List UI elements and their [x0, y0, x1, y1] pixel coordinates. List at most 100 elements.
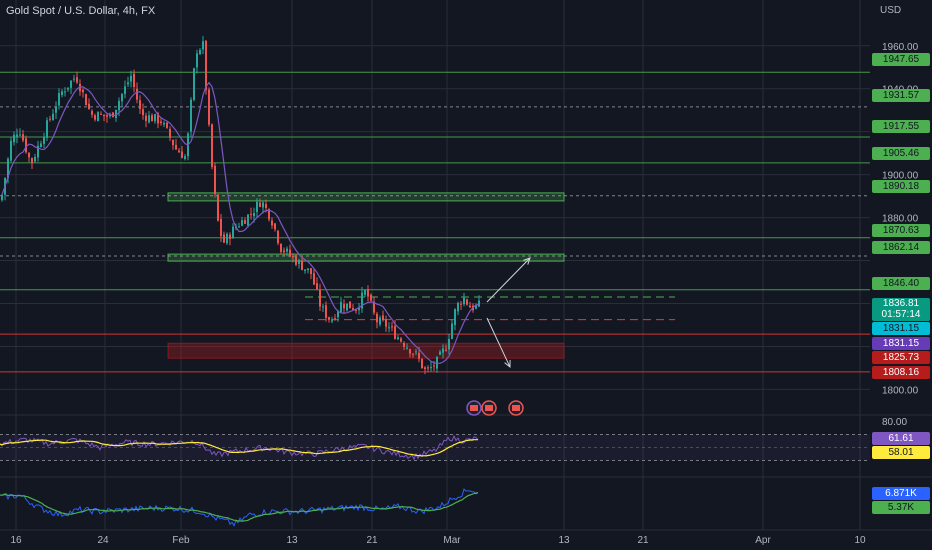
- candle-body: [259, 202, 261, 207]
- current-price-tag: 1836.81 01:57:14: [872, 298, 930, 321]
- candle-body: [364, 290, 366, 295]
- candle-body: [355, 309, 357, 311]
- time-tick-label: Mar: [443, 535, 461, 546]
- bar-countdown: 01:57:14: [881, 309, 921, 320]
- candle-body: [217, 194, 219, 221]
- osc-value-tag: 6.871K: [872, 487, 930, 500]
- candle-body: [157, 113, 159, 124]
- rsi-value-tag: 61.61: [872, 432, 930, 445]
- bearish-arrow: [486, 317, 511, 368]
- candle-body: [445, 349, 447, 351]
- candle-body: [169, 128, 171, 138]
- candle-body: [97, 112, 99, 122]
- candle-body: [76, 77, 78, 83]
- osc-line: [0, 488, 479, 527]
- symbol-title[interactable]: Gold Spot / U.S. Dollar, 4h, FX: [6, 5, 156, 17]
- candle-body: [292, 256, 294, 258]
- candle-body: [220, 218, 222, 237]
- candle-body: [421, 358, 423, 369]
- currency-label[interactable]: USD: [880, 5, 902, 16]
- candle-body: [130, 75, 132, 82]
- candle-body: [376, 313, 378, 323]
- candle-body: [193, 68, 195, 100]
- candle-body: [451, 323, 453, 339]
- candle-body: [13, 134, 15, 143]
- candle-body: [172, 139, 174, 146]
- candle-body: [256, 201, 258, 212]
- candle-body: [373, 301, 375, 313]
- rsi-panel: [0, 434, 870, 461]
- time-tick-label: Apr: [755, 535, 771, 546]
- price-tick-label: 1900.00: [882, 171, 919, 182]
- candle-body: [208, 89, 210, 125]
- candle-body: [247, 214, 249, 226]
- candle-body: [34, 156, 36, 162]
- candle-body: [163, 122, 165, 125]
- resistance-zone-upper: [167, 192, 565, 202]
- bullish-arrow: [486, 257, 531, 303]
- candle-body: [145, 115, 147, 121]
- candle-body: [304, 269, 306, 271]
- candle-body: [238, 226, 240, 228]
- candle-body: [280, 243, 282, 252]
- level-tag-1917: 1917.55: [872, 120, 930, 133]
- candle-body: [427, 367, 429, 369]
- candle-body: [382, 315, 384, 321]
- candle-body: [124, 86, 126, 94]
- candle-body: [175, 144, 177, 150]
- candle-body: [430, 367, 432, 369]
- candle-body: [295, 256, 297, 265]
- candle-body: [1, 194, 3, 201]
- candle-body: [205, 40, 207, 91]
- level-tag-1825: 1825.73: [872, 351, 930, 364]
- level-tag-1905: 1905.46: [872, 147, 930, 160]
- candle-body: [325, 305, 327, 318]
- candle-body: [346, 303, 348, 311]
- candle-body: [52, 113, 54, 121]
- candle-body: [454, 309, 456, 326]
- candle-body: [25, 138, 27, 153]
- level-tag-1931: 1931.57: [872, 89, 930, 102]
- candle-body: [31, 157, 33, 164]
- candle-body: [331, 320, 333, 322]
- projection-arrows: [486, 257, 531, 369]
- event-markers: [466, 400, 524, 416]
- zones: [167, 192, 565, 359]
- grid-lines: [0, 0, 932, 531]
- candle-body: [310, 268, 312, 275]
- candle-body: [232, 226, 234, 239]
- candle-body: [229, 234, 231, 239]
- candle-body: [463, 297, 465, 305]
- candle-body: [271, 220, 273, 226]
- candle-body: [106, 115, 108, 117]
- ma-line: [1, 81, 480, 364]
- current-price-value: 1836.81: [882, 298, 920, 309]
- candle-body: [475, 304, 477, 309]
- candle-body: [388, 327, 390, 329]
- time-tick-label: 10: [854, 535, 866, 546]
- candle-body: [274, 223, 276, 230]
- candle-body: [439, 351, 441, 355]
- demand-zone: [167, 342, 565, 359]
- candle-body: [118, 100, 120, 111]
- candle-body: [211, 124, 213, 167]
- time-tick-label: Feb: [172, 535, 190, 546]
- candle-body: [46, 120, 48, 138]
- candle-body: [415, 351, 417, 353]
- candle-body: [442, 348, 444, 353]
- level-tag-1870: 1870.63: [872, 224, 930, 237]
- level-tag-1862: 1862.14: [872, 241, 930, 254]
- time-tick-label: 16: [10, 535, 22, 546]
- candle-body: [337, 311, 339, 318]
- price-tick-label: 1800.00: [882, 385, 919, 396]
- level-tag-1890: 1890.18: [872, 180, 930, 193]
- candle-body: [121, 93, 123, 102]
- candle-body: [199, 50, 201, 55]
- candle-body: [49, 118, 51, 120]
- candle-body: [385, 319, 387, 327]
- candle-body: [316, 283, 318, 290]
- resistance-zone-lower: [167, 253, 565, 262]
- candle-body: [28, 152, 30, 158]
- candle-body: [268, 209, 270, 220]
